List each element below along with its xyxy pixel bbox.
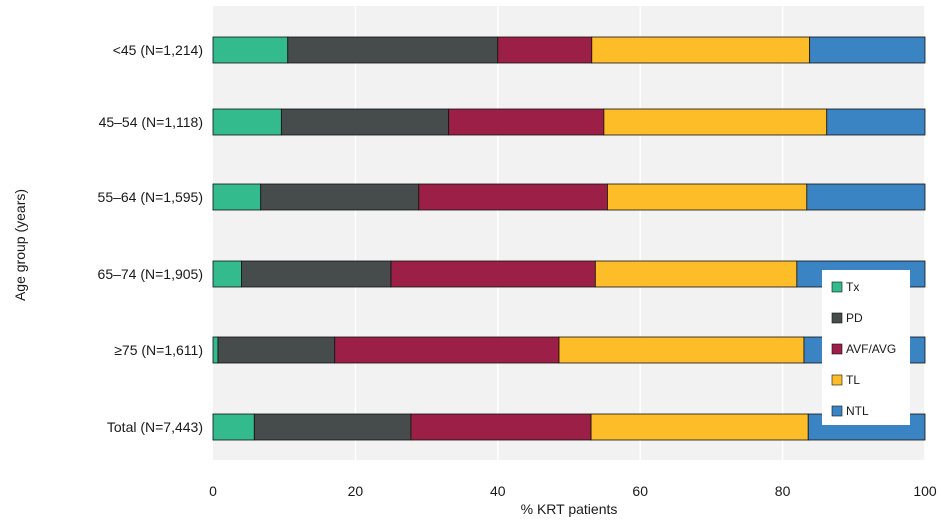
legend-swatch (831, 374, 843, 386)
category-label: 65–74 (N=1,905) (98, 266, 203, 282)
bar-segment-avf-avg (390, 260, 596, 288)
bar-segment-ntl (809, 36, 926, 64)
bar-segment-ntl (806, 183, 926, 211)
bar-segment-avf-avg (497, 36, 593, 64)
legend-swatch (831, 281, 843, 293)
bar-segment-tx (212, 413, 255, 441)
bar-segment-tl (607, 183, 808, 211)
bar-segment-tl (590, 413, 809, 441)
bar-segment-tl (594, 260, 798, 288)
x-tick-label: 20 (348, 483, 364, 499)
bar-segment-avf-avg (448, 108, 605, 136)
y-axis-label: Age group (years) (12, 189, 28, 301)
category-label: 45–54 (N=1,118) (99, 114, 203, 130)
x-tick-label: 0 (209, 483, 217, 499)
bar-segment-tx (212, 36, 289, 64)
plot-background (213, 6, 925, 460)
category-label: <45 (N=1,214) (113, 42, 203, 58)
legend-label: PD (846, 311, 863, 325)
bar-segment-pd (253, 413, 412, 441)
bar-segment-tx (212, 108, 282, 136)
category-labels: <45 (N=1,214) 45–54 (N=1,118) 55–64 (N=1,5… (98, 42, 203, 435)
x-tick-label: 100 (913, 483, 937, 499)
x-tick-label: 60 (632, 483, 648, 499)
bar-segment-ntl (826, 108, 926, 136)
bar-segment-tx (212, 183, 262, 211)
category-label: Total (N=7,443) (107, 419, 203, 435)
category-label: ≥75 (N=1,611) (114, 342, 203, 358)
bar-segment-avf-avg (410, 413, 592, 441)
legend: Tx PD AVF/AVG TL NTL (822, 270, 910, 425)
legend-label: Tx (846, 280, 859, 294)
x-axis-label: % KRT patients (521, 501, 618, 517)
bar-segment-pd (287, 36, 499, 64)
bar-segment-tl (591, 36, 811, 64)
legend-label: NTL (846, 404, 869, 418)
bar-segment-avf-avg (418, 183, 608, 211)
legend-swatch (831, 312, 843, 324)
bars (212, 36, 926, 441)
legend-label: TL (846, 373, 860, 387)
bar-segment-pd (241, 260, 392, 288)
bar-segment-tl (558, 336, 805, 364)
legend-swatch (831, 343, 843, 355)
grid-lines (354, 6, 926, 460)
bar-segment-avf-avg (334, 336, 560, 364)
bar-segment-tl (603, 108, 828, 136)
bar-segment-pd (217, 336, 336, 364)
x-tick-labels: 0 20 40 60 80 100 (209, 483, 937, 499)
bar-segment-tx (212, 260, 242, 288)
bar-segment-pd (260, 183, 420, 211)
legend-swatch (831, 405, 843, 417)
category-label: 55–64 (N=1,595) (98, 189, 203, 205)
bar-segment-tx (212, 336, 219, 364)
bar-segment-pd (280, 108, 450, 136)
x-tick-label: 40 (490, 483, 506, 499)
legend-label: AVF/AVG (846, 342, 896, 356)
x-tick-label: 80 (775, 483, 791, 499)
